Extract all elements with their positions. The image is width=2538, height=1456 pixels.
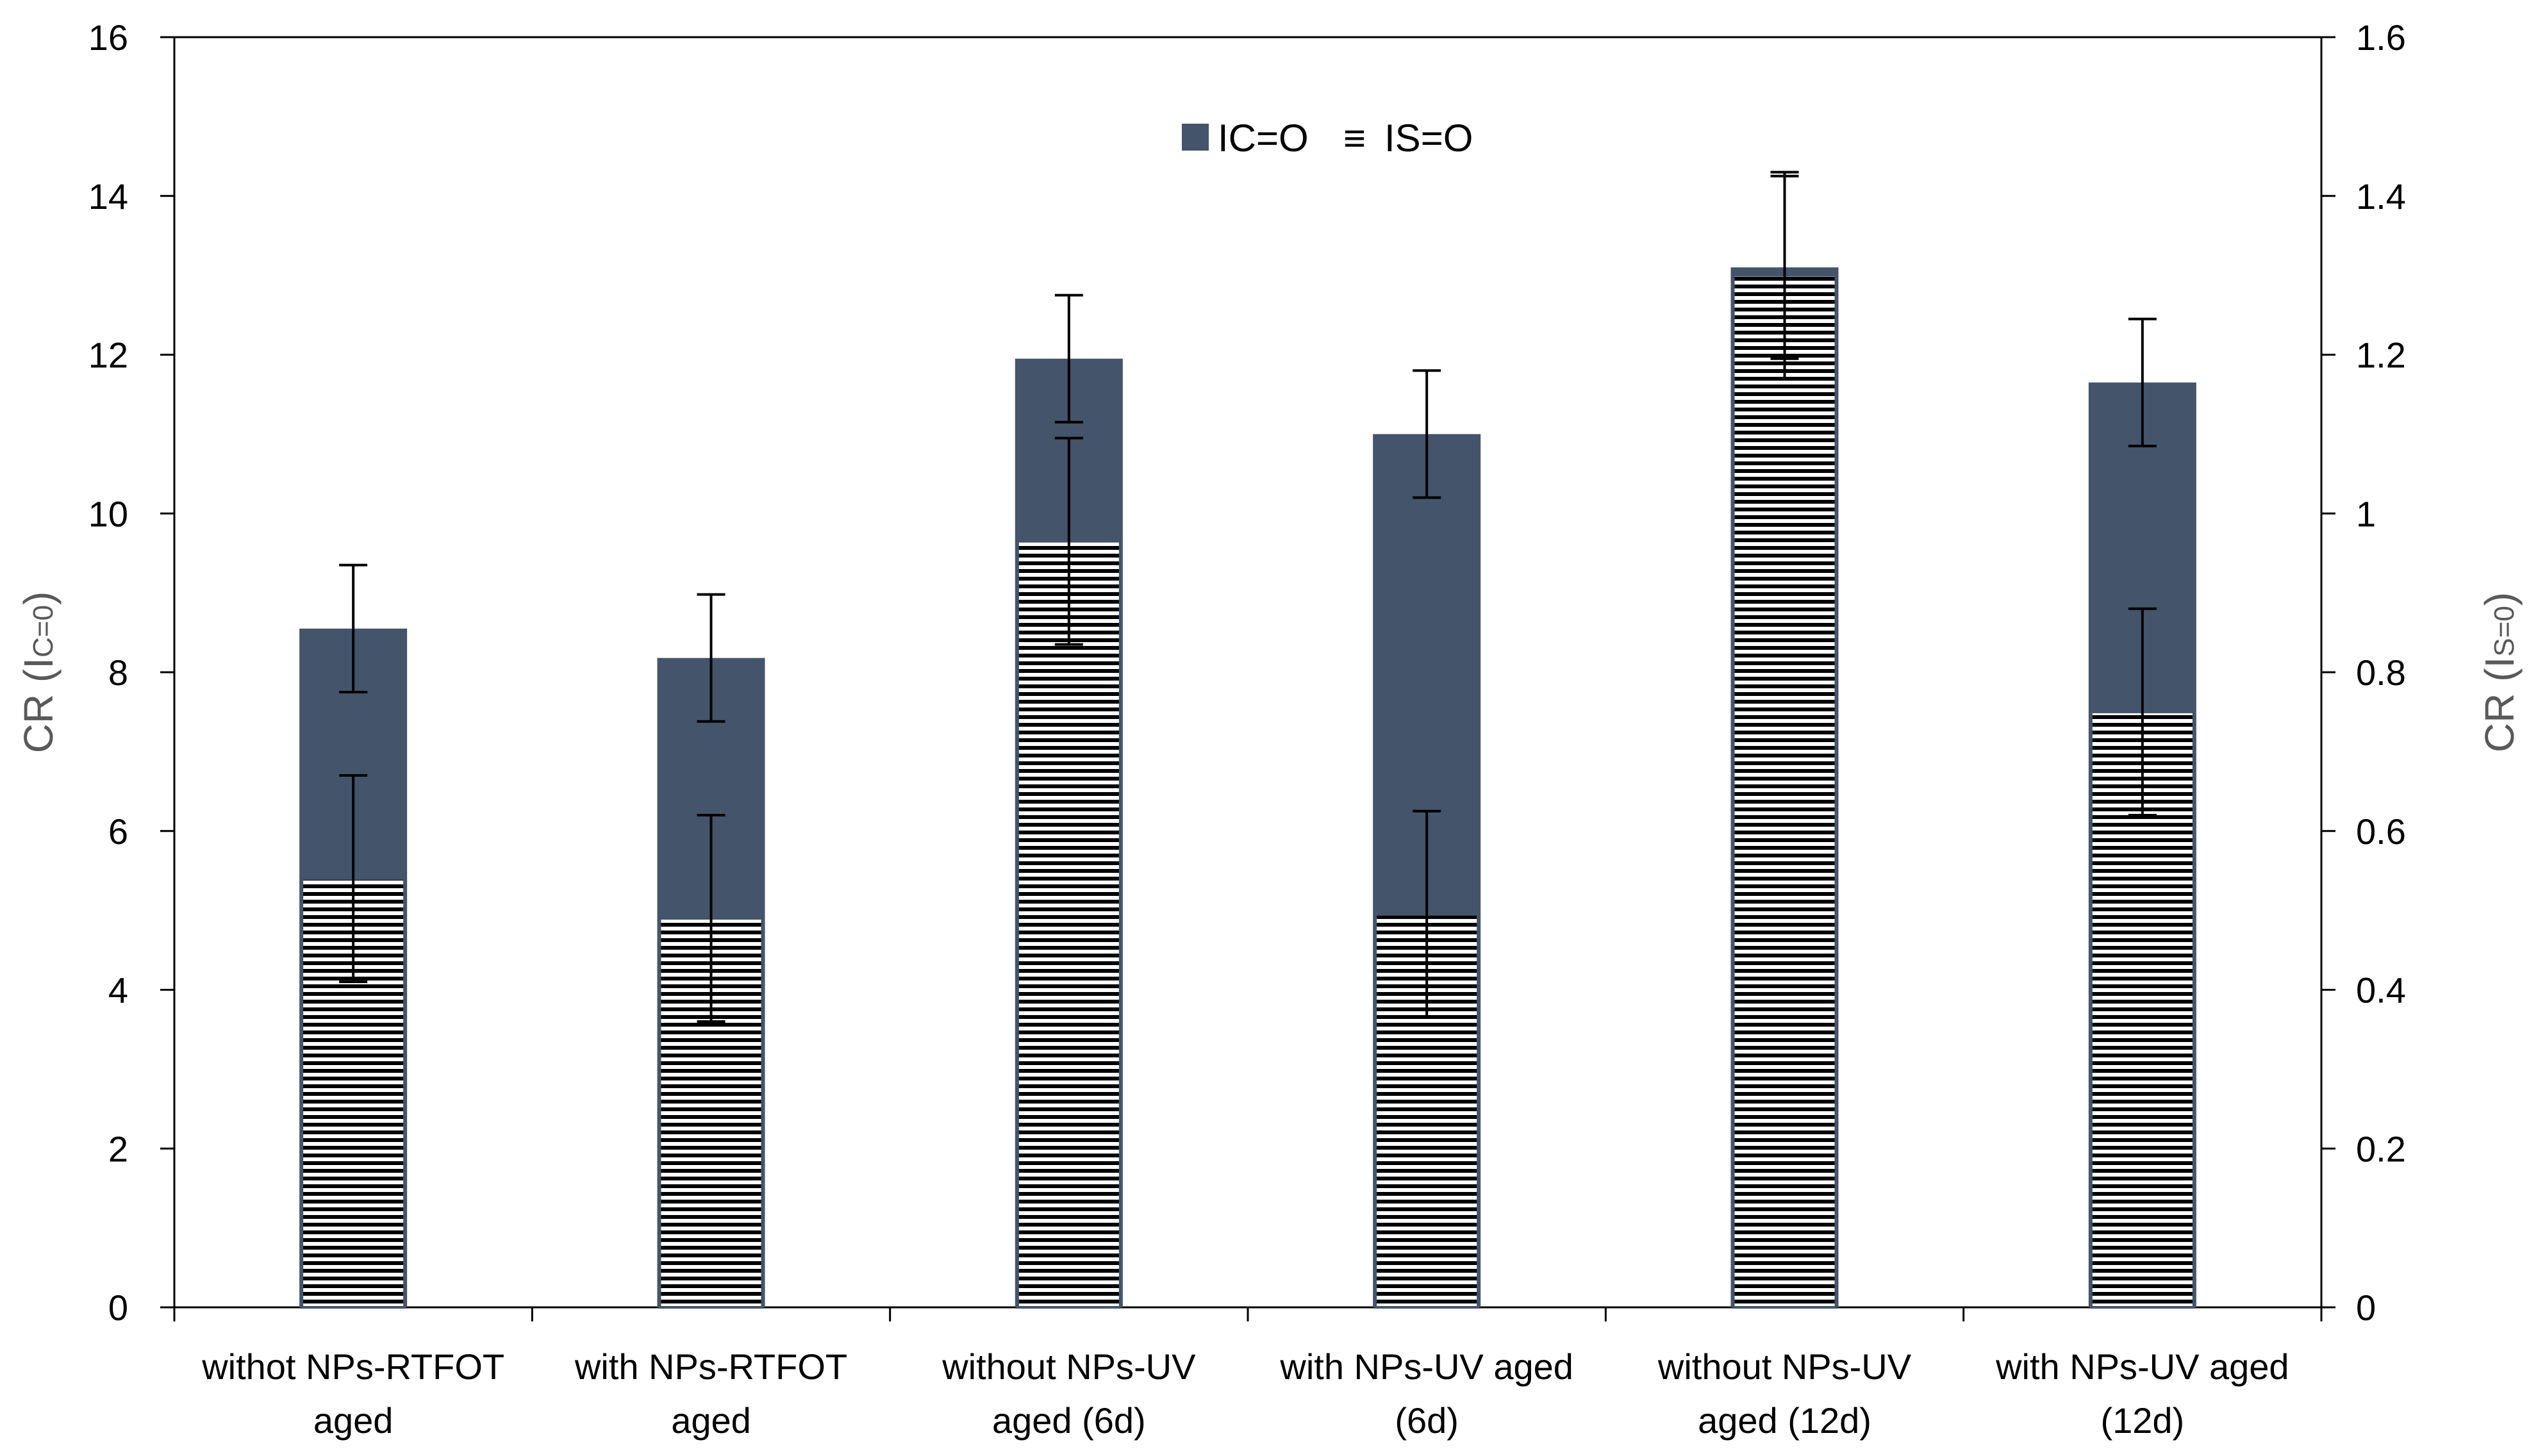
category-label: aged — [671, 1400, 751, 1441]
right-axis-tick-label: 0.4 — [2356, 970, 2406, 1011]
category-label: with NPs-UV aged — [1279, 1346, 1573, 1387]
category-label: withot NPs-RTFOT — [201, 1346, 504, 1387]
category-label: (12d) — [2100, 1400, 2184, 1441]
category-label: (6d) — [1395, 1400, 1459, 1441]
left-axis-tick-label: 6 — [108, 811, 128, 852]
category-label: aged (6d) — [992, 1400, 1146, 1441]
left-axis-tick-label: 4 — [108, 970, 128, 1011]
left-axis-tick-label: 0 — [108, 1287, 128, 1328]
category-label: with NPs-UV aged — [1995, 1346, 2289, 1387]
left-axis-tick-label: 12 — [88, 335, 128, 376]
category-label: without NPs-UV — [1657, 1346, 1912, 1387]
right-axis-tick-label: 0.8 — [2356, 652, 2406, 693]
legend-label-ico: IC=O — [1218, 117, 1309, 160]
left-axis-title: CR (IC=0) — [15, 592, 62, 754]
right-axis-title: CR (IS=0) — [2476, 592, 2523, 752]
category-label: aged (12d) — [1698, 1400, 1871, 1441]
legend-marker-iso: ≡ — [1343, 117, 1366, 160]
left-axis-tick-label: 14 — [88, 176, 128, 217]
right-axis-tick-label: 0.6 — [2356, 811, 2406, 852]
right-axis-tick-label: 1 — [2356, 493, 2376, 534]
right-axis-tick-label: 1.6 — [2356, 17, 2406, 58]
plot-frame — [173, 36, 2323, 1309]
category-label: without NPs-UV — [941, 1346, 1196, 1387]
left-axis-tick-label: 8 — [108, 652, 128, 693]
left-axis-tick-label: 10 — [88, 493, 128, 534]
bar-iso — [1016, 540, 1122, 1309]
left-axis-tick-label: 16 — [88, 17, 128, 58]
right-axis-tick-label: 1.2 — [2356, 335, 2406, 376]
legend-label-iso: IS=O — [1384, 117, 1473, 160]
right-axis-tick-label: 0.2 — [2356, 1129, 2406, 1169]
left-axis-tick-label: 2 — [108, 1129, 128, 1169]
bar-iso — [1732, 274, 1837, 1309]
category-label: aged — [313, 1400, 394, 1441]
legend-marker-ico — [1182, 124, 1209, 151]
right-axis-tick-label: 1.4 — [2356, 176, 2406, 217]
right-axis-tick-label: 0 — [2356, 1287, 2376, 1328]
category-label: with NPs-RTFOT — [574, 1346, 847, 1387]
